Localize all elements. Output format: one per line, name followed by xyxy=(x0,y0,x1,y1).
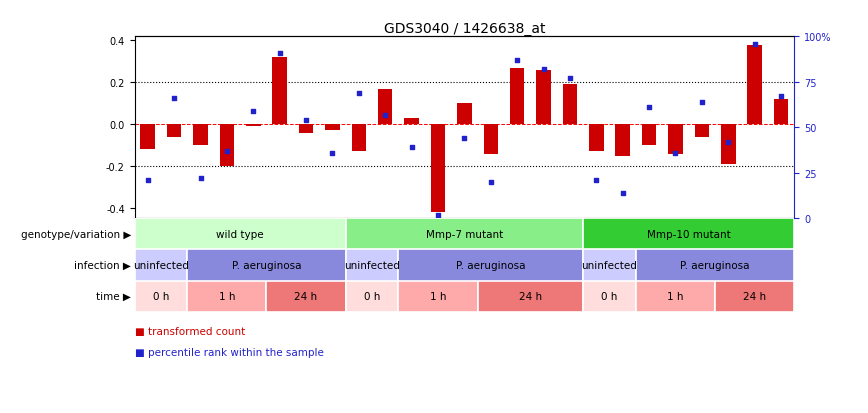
Bar xyxy=(583,219,794,250)
Bar xyxy=(641,125,656,146)
Bar xyxy=(220,125,234,167)
Point xyxy=(247,108,260,115)
Point xyxy=(589,178,603,184)
Bar xyxy=(352,125,366,152)
Bar xyxy=(583,281,636,312)
Bar xyxy=(135,250,187,281)
Text: 1 h: 1 h xyxy=(667,291,684,301)
Point xyxy=(668,150,682,157)
Point xyxy=(273,50,286,57)
Bar xyxy=(483,125,498,154)
Text: ■ percentile rank within the sample: ■ percentile rank within the sample xyxy=(135,347,324,357)
Bar xyxy=(345,219,583,250)
Bar xyxy=(135,281,187,312)
Bar xyxy=(135,219,345,250)
Bar xyxy=(167,125,181,138)
Point xyxy=(642,105,656,112)
Point xyxy=(326,150,339,157)
Bar xyxy=(398,281,477,312)
Point xyxy=(536,66,550,73)
Bar xyxy=(457,104,471,125)
Point xyxy=(510,57,524,64)
Bar xyxy=(398,250,583,281)
Bar xyxy=(715,281,794,312)
Title: GDS3040 / 1426638_at: GDS3040 / 1426638_at xyxy=(384,22,545,36)
Point xyxy=(747,41,761,48)
Bar xyxy=(694,125,709,138)
Point xyxy=(352,90,365,97)
Bar xyxy=(721,125,735,165)
Bar xyxy=(477,281,583,312)
Point xyxy=(695,99,709,106)
Point xyxy=(378,112,392,119)
Point xyxy=(457,135,471,142)
Text: 0 h: 0 h xyxy=(602,291,618,301)
Bar xyxy=(668,125,683,154)
Text: 1 h: 1 h xyxy=(430,291,446,301)
Text: ■ transformed count: ■ transformed count xyxy=(135,326,245,336)
Bar xyxy=(636,281,715,312)
Text: P. aeruginosa: P. aeruginosa xyxy=(681,260,750,271)
Point xyxy=(141,178,155,184)
Bar xyxy=(536,71,551,125)
Bar xyxy=(141,125,155,150)
Bar xyxy=(636,250,794,281)
Text: genotype/variation ▶: genotype/variation ▶ xyxy=(21,229,131,240)
Point xyxy=(615,190,629,197)
Point xyxy=(774,94,788,100)
Bar xyxy=(615,125,630,156)
Text: wild type: wild type xyxy=(216,229,264,240)
Text: time ▶: time ▶ xyxy=(96,291,131,301)
Text: uninfected: uninfected xyxy=(344,260,400,271)
Point xyxy=(404,145,418,151)
Bar xyxy=(266,281,345,312)
Bar xyxy=(773,100,788,125)
Bar xyxy=(187,250,345,281)
Bar xyxy=(246,125,260,127)
Text: Mmp-7 mutant: Mmp-7 mutant xyxy=(426,229,503,240)
Bar xyxy=(273,58,287,125)
Text: 24 h: 24 h xyxy=(294,291,318,301)
Point xyxy=(721,139,735,146)
Bar xyxy=(583,250,636,281)
Bar xyxy=(431,125,445,213)
Bar xyxy=(747,45,762,125)
Point xyxy=(220,148,233,155)
Text: 24 h: 24 h xyxy=(519,291,542,301)
Text: P. aeruginosa: P. aeruginosa xyxy=(232,260,301,271)
Bar xyxy=(345,281,398,312)
Bar xyxy=(345,250,398,281)
Point xyxy=(168,96,181,102)
Point xyxy=(299,117,313,124)
Text: 0 h: 0 h xyxy=(364,291,380,301)
Point xyxy=(431,212,445,218)
Bar xyxy=(562,85,577,125)
Point xyxy=(483,179,497,186)
Text: 24 h: 24 h xyxy=(743,291,766,301)
Bar xyxy=(510,69,524,125)
Point xyxy=(563,76,577,82)
Bar xyxy=(378,89,392,125)
Text: uninfected: uninfected xyxy=(582,260,637,271)
Point xyxy=(194,176,207,182)
Bar xyxy=(187,281,266,312)
Text: 0 h: 0 h xyxy=(153,291,169,301)
Text: P. aeruginosa: P. aeruginosa xyxy=(456,260,525,271)
Bar xyxy=(194,125,207,146)
Bar xyxy=(299,125,313,133)
Text: 1 h: 1 h xyxy=(219,291,235,301)
Bar xyxy=(404,119,419,125)
Text: uninfected: uninfected xyxy=(133,260,189,271)
Text: Mmp-10 mutant: Mmp-10 mutant xyxy=(647,229,731,240)
Bar xyxy=(589,125,603,152)
Text: infection ▶: infection ▶ xyxy=(75,260,131,271)
Bar xyxy=(326,125,339,131)
